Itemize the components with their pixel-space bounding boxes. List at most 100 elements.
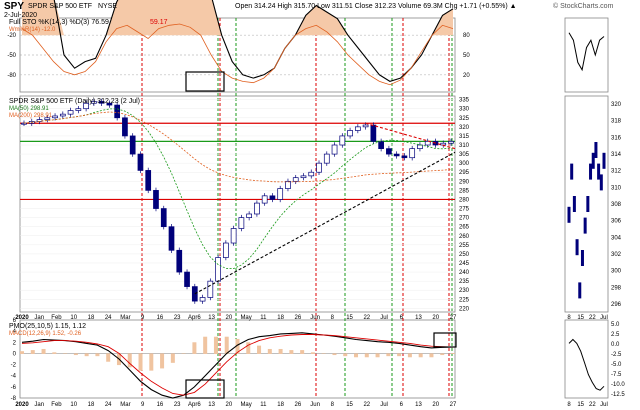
ppo-histogram-bar (203, 336, 208, 354)
price-xtick: Apr6 (188, 315, 201, 321)
ppo-xtick: 20 (432, 402, 439, 408)
candle-body (122, 117, 128, 137)
mini-ppo-ytick: -12.5 (611, 392, 625, 398)
price-ytick: 335 (459, 98, 470, 104)
ppo-histogram-bar (246, 342, 251, 354)
ppo-series-line (21, 334, 454, 396)
ppo-xtick: Apr6 (188, 402, 201, 408)
price-xtick: 16 (157, 315, 164, 321)
price-ytick: 300 (459, 161, 470, 167)
ppo-histogram-bar (407, 353, 412, 358)
candle-body (98, 101, 105, 104)
candle-body (145, 170, 152, 191)
ppo-ytick: -4 (11, 374, 17, 380)
stochastic-ytick-right: 50 (463, 53, 470, 59)
ppo-ytick: -2 (11, 363, 17, 369)
ppo-histogram-bar (41, 348, 46, 354)
ppo-xtick: 10 (70, 402, 77, 408)
ppo-xtick: 13 (415, 402, 422, 408)
ppo-xtick: 8 (331, 402, 335, 408)
mini-candle (586, 196, 590, 212)
ppo-xtick: 20 (226, 402, 233, 408)
stochastic-series-line (21, 23, 454, 86)
price-ytick: 280 (459, 197, 470, 203)
stochastic-d-value: 59.17 (150, 19, 168, 26)
ppo-histogram-bar (257, 345, 262, 354)
ppo-histogram-bar (440, 353, 445, 356)
ppo-histogram-bar (149, 353, 154, 371)
price-xtick: 11 (260, 315, 267, 321)
price-xtick: 2020 (15, 315, 29, 321)
mini-ppo-ytick: 0.0 (611, 342, 620, 348)
price-ytick: 265 (459, 225, 470, 231)
mini-stochastic-line (568, 32, 605, 72)
price-ytick: 315 (459, 134, 470, 140)
candle-body (246, 213, 252, 218)
candle-body (393, 153, 400, 157)
candle-body (114, 104, 121, 119)
price-ytick: 325 (459, 116, 470, 122)
mini-candle (570, 163, 574, 180)
ppo-xtick: 15 (346, 402, 353, 408)
ppo-histogram-bar (213, 336, 218, 354)
mini-candle (572, 196, 576, 212)
price-xtick: 18 (277, 315, 284, 321)
ppo-xtick: 27 (450, 402, 457, 408)
mini-ppo-ytick: -7.5 (611, 372, 622, 378)
price-xtick: 23 (174, 315, 181, 321)
mini-candle (583, 217, 587, 234)
ppo-xtick: 22 (363, 402, 370, 408)
price-xtick: 18 (88, 315, 95, 321)
candle-body (129, 135, 136, 155)
ticker-name: SPDR S&P 500 ETF (28, 3, 93, 10)
ppo-ytick: 0 (13, 351, 17, 357)
ppo-histogram-bar (84, 353, 89, 357)
ppo-histogram-bar (310, 352, 315, 354)
mini-ppo-ytick: -10.0 (611, 382, 625, 388)
ppo-histogram-bar (235, 338, 240, 354)
mini-price-ytick: 318 (611, 119, 622, 125)
candle-body (67, 110, 74, 115)
ppo-histogram-bar (52, 352, 57, 354)
price-ytick: 245 (459, 261, 470, 267)
ppo-ytick: 2 (13, 340, 17, 346)
mini-price-ytick: 302 (611, 252, 622, 258)
ppo-histogram-bar (386, 353, 391, 357)
ppo-xtick: Jun (310, 402, 320, 408)
ppo-histogram-bar (321, 353, 326, 354)
ma200-legend: MA(200) 298.91 (9, 113, 53, 119)
price-xtick: May (240, 315, 251, 321)
candle-body (207, 280, 214, 298)
ppo-xtick: 18 (88, 402, 95, 408)
ppo-histogram-bar (267, 348, 272, 354)
price-xtick: 22 (363, 315, 370, 321)
ppo-histogram-bar (429, 353, 434, 358)
ppo-highlight-box (185, 379, 225, 399)
price-xtick: Jun (310, 315, 320, 321)
ma50-legend: MA(50) 298.91 (9, 106, 49, 112)
price-ytick: 270 (459, 216, 470, 222)
candle-body (401, 155, 408, 159)
candle-body (378, 141, 384, 149)
price-xtick: Mar (120, 315, 130, 321)
price-ytick: 240 (459, 270, 470, 276)
candle-body (417, 144, 423, 149)
candle-body (215, 257, 221, 282)
price-xtick: 6 (400, 315, 404, 321)
price-ytick: 275 (459, 207, 470, 213)
exchange: NYSE (98, 3, 118, 10)
price-ytick: 285 (459, 188, 470, 194)
price-xtick: 10 (70, 315, 77, 321)
mini-candle (575, 239, 579, 256)
price-xtick: Feb (51, 315, 62, 321)
ppo-histogram-bar (20, 351, 24, 354)
ppo-histogram-bar (343, 353, 348, 357)
mini-candle (589, 163, 593, 180)
ppo-histogram-bar (73, 353, 78, 356)
price-ytick: 320 (459, 125, 470, 131)
mini-ppo-ytick: 2.5 (611, 332, 620, 338)
price-legend: SPDR S&P 500 ETF (Daily) 312.23 (2 Jul) (9, 98, 140, 105)
mini-price-xtick: 8 (567, 315, 571, 321)
mini-panel-frame-0 (564, 17, 609, 93)
ticker-symbol: SPY (4, 1, 25, 12)
